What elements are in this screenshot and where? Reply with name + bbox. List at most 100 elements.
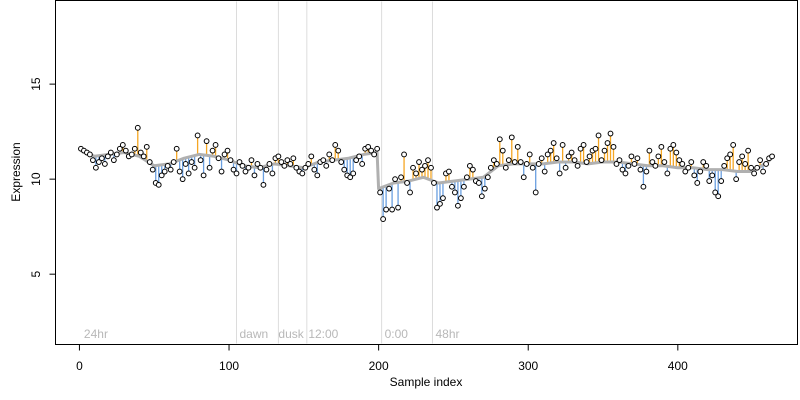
data-point [649,159,656,165]
data-point [314,172,321,179]
data-point [113,151,120,158]
data-point [460,183,467,190]
data-point [556,170,563,177]
phase-label: dawn [240,327,269,341]
data-point [673,149,680,156]
data-point [499,147,506,154]
data-point [233,170,240,177]
data-point [694,180,701,186]
data-point [688,159,695,165]
data-point [458,195,464,202]
data-point [308,153,315,160]
x-tick-label: 200 [369,359,389,373]
data-point [299,170,306,177]
data-point [131,145,138,152]
data-point [377,189,384,196]
x-axis: 0 100 200 300 400 [76,344,688,373]
data-point [200,172,207,179]
data-point [664,170,671,177]
data-point [290,155,297,162]
data-point [655,153,662,160]
data-point [742,161,749,167]
data-point [254,161,261,167]
data-point [532,189,539,196]
data-point [122,147,129,154]
data-point [455,202,461,209]
data-point [622,170,629,177]
data-point [562,164,569,171]
data-point [140,153,147,160]
data-point [218,168,225,175]
data-point [407,189,413,196]
data-point [661,159,668,165]
data-point [481,185,488,192]
data-point [643,168,650,175]
data-point [206,164,213,171]
data-point [410,164,416,171]
data-point [535,161,542,167]
data-point [559,142,566,148]
data-point [616,157,623,164]
data-point [505,157,512,164]
data-point [167,166,174,173]
data-point [413,170,419,177]
data-point [161,168,168,175]
data-point [425,157,431,164]
data-point [434,204,440,211]
data-point [733,176,740,183]
data-point [526,151,533,158]
data-point [284,157,291,164]
phase-label: 0:00 [385,327,409,341]
data-point [332,142,339,148]
data-point [628,153,635,160]
data-point [398,174,404,181]
data-point [374,145,381,152]
data-point [691,172,698,179]
data-point [736,159,743,165]
data-point [769,153,775,160]
data-point [230,166,237,173]
data-point [697,168,704,175]
data-point [577,145,584,152]
data-point [185,170,192,177]
data-point [760,168,766,175]
data-point [293,164,300,171]
y-axis-label: Expression [9,142,23,201]
data-point [754,164,761,171]
data-point [404,180,410,186]
data-point [452,189,458,196]
phase-label: dusk [278,327,304,341]
data-point [586,153,593,160]
data-point [137,149,144,156]
data-point [323,162,330,169]
data-point [191,164,198,171]
data-point [92,164,99,171]
data-point [700,159,707,165]
data-point [353,157,360,164]
data-point [380,216,387,222]
data-point [305,161,312,167]
data-point [107,149,114,156]
data-point [182,161,189,167]
data-point [242,168,249,175]
y-axis: 5 10 15 [29,77,56,278]
data-point [568,149,575,156]
data-point [446,168,452,175]
data-point [143,143,150,150]
data-point [511,159,518,165]
x-tick-label: 300 [518,359,538,373]
data-point [116,145,123,152]
phase-boundary-lines [236,1,433,344]
data-point [574,162,581,169]
data-point [571,157,578,164]
data-point [437,200,443,207]
phase-label: 48hr [435,327,459,341]
data-point [550,140,557,146]
data-point [281,162,288,169]
data-point [484,174,491,181]
data-point [757,157,764,164]
data-point [302,164,309,171]
data-point [146,159,153,165]
data-point [529,164,536,171]
